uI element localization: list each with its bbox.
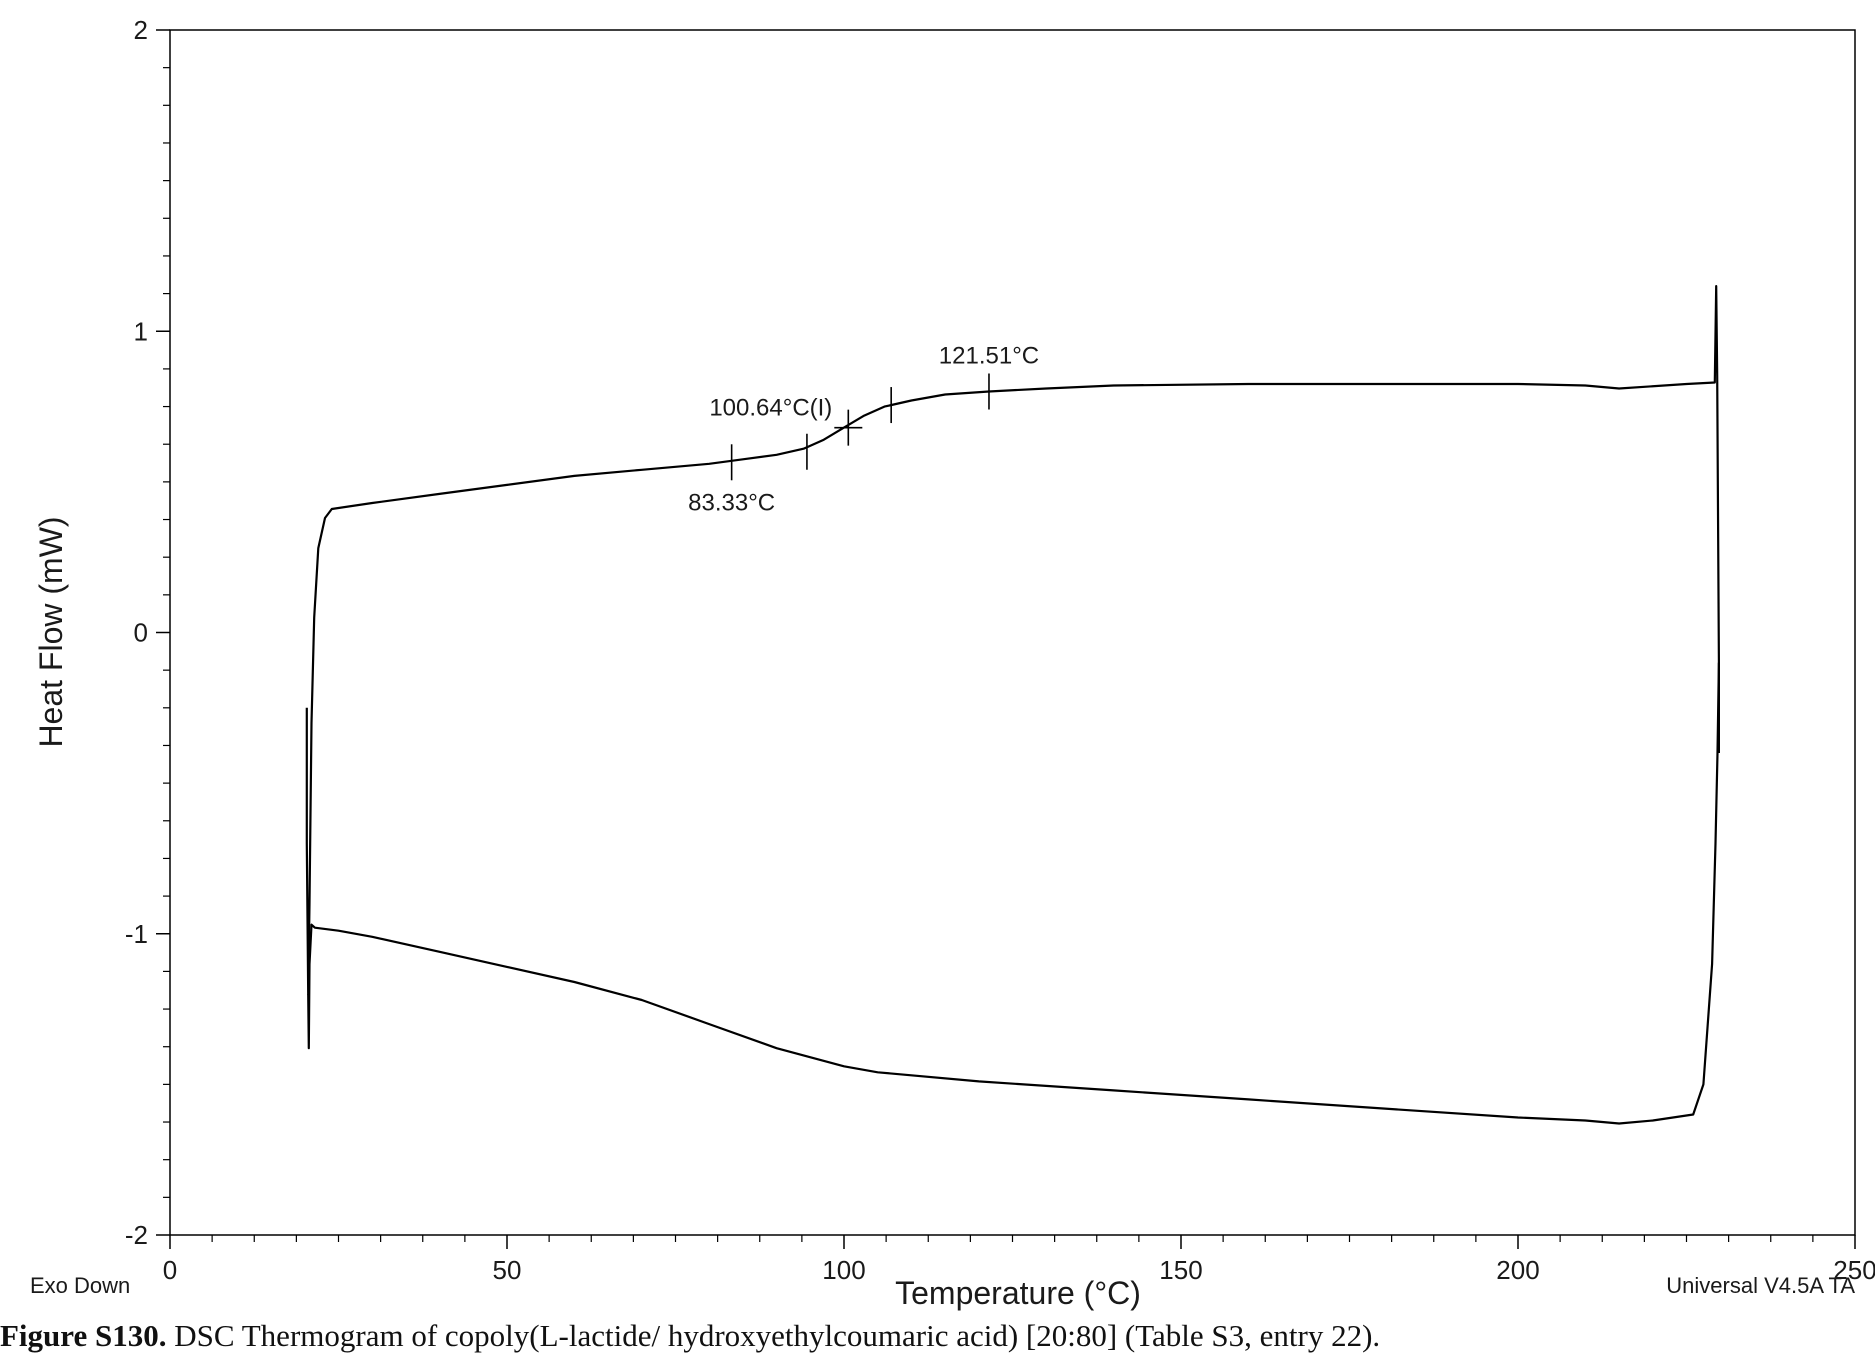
y-tick-label: -1 bbox=[125, 919, 148, 949]
software-note: Universal V4.5A TA bbox=[1666, 1273, 1855, 1298]
annotations: 121.51°C 100.64°C(I) 83.33°C bbox=[688, 343, 1039, 517]
y-tick-label: -2 bbox=[125, 1220, 148, 1250]
caption-text: DSC Thermogram of copoly(L-lactide/ hydr… bbox=[167, 1318, 1381, 1353]
caption-label: Figure S130. bbox=[0, 1318, 167, 1353]
x-tick-label: 250 bbox=[1833, 1255, 1875, 1285]
axis-tick-labels: 0 50 100 150 200 250 -2 -1 0 1 2 bbox=[125, 15, 1875, 1285]
y-axis-title: Heat Flow (mW) bbox=[33, 516, 69, 747]
series-line bbox=[307, 662, 1720, 1125]
annotation-label: 100.64°C(I) bbox=[709, 395, 832, 422]
axis-ticks bbox=[156, 29, 1856, 1249]
series-lines bbox=[305, 285, 1720, 1125]
plot-frame bbox=[169, 29, 1856, 1236]
x-axis-title: Temperature (°C) bbox=[895, 1275, 1141, 1311]
x-tick-label: 50 bbox=[493, 1255, 522, 1285]
annotation-label: 121.51°C bbox=[939, 343, 1039, 370]
transition-markers bbox=[730, 373, 990, 481]
x-tick-label: 100 bbox=[822, 1255, 865, 1285]
x-tick-label: 200 bbox=[1496, 1255, 1539, 1285]
x-tick-label: 0 bbox=[163, 1255, 177, 1285]
y-tick-label: 1 bbox=[134, 316, 148, 346]
exo-direction-note: Exo Down bbox=[30, 1273, 130, 1298]
y-tick-label: 2 bbox=[134, 15, 148, 45]
y-tick-label: 0 bbox=[134, 618, 148, 648]
x-tick-label: 150 bbox=[1159, 1255, 1202, 1285]
annotation-label: 83.33°C bbox=[688, 489, 775, 516]
figure-caption: Figure S130. DSC Thermogram of copoly(L-… bbox=[0, 1318, 1380, 1353]
series-line bbox=[305, 285, 1720, 996]
